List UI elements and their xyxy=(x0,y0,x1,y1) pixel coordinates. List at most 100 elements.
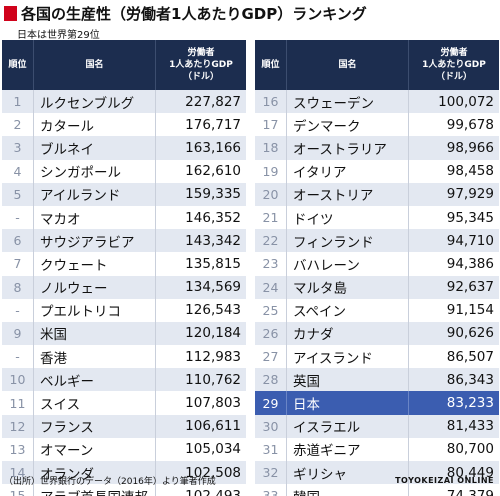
table-row: 9 米国 120,184 xyxy=(2,321,246,346)
country-cell: ドイツ xyxy=(287,205,409,230)
rank-cell: 10 xyxy=(2,368,34,392)
country-cell: ブルネイ xyxy=(34,136,156,160)
rank-cell: 23 xyxy=(255,252,287,276)
header-value-line1: 労働者 xyxy=(440,48,468,58)
gdp-value-cell: 94,386 xyxy=(446,255,494,272)
country-cell: フィンランド xyxy=(287,229,409,253)
gdp-value-cell: 91,154 xyxy=(446,302,494,319)
table-row: 22 フィンランド 94,710 xyxy=(255,229,499,253)
table-row: 27 アイスランド 86,507 xyxy=(255,345,499,369)
table-row: 25 スペイン 91,154 xyxy=(255,298,499,322)
table-row: 24 マルタ島 92,637 xyxy=(255,275,499,299)
header-name: 国名 xyxy=(287,40,409,90)
table-row: 8 ノルウェー 134,569 xyxy=(2,275,246,299)
table-row: - マカオ 146,352 xyxy=(2,205,246,230)
rank-cell: 19 xyxy=(255,159,287,183)
country-cell: 韓国 xyxy=(287,484,409,496)
gdp-value-cell: 97,929 xyxy=(446,186,494,203)
country-cell: 赤道ギニア xyxy=(287,437,409,461)
country-cell: イスラエル xyxy=(287,414,409,438)
country-cell: デンマーク xyxy=(287,113,409,137)
gdp-value-cell: 83,233 xyxy=(446,395,494,412)
country-cell: 英国 xyxy=(287,368,409,392)
table-row: 5 アイルランド 159,335 xyxy=(2,182,246,206)
rank-cell: 29 xyxy=(255,391,287,415)
table-row: 1 ルクセンブルグ 227,827 xyxy=(2,90,246,114)
gdp-value-cell: 106,611 xyxy=(185,418,241,435)
country-cell: フランス xyxy=(34,414,156,438)
table-row: - プエルトリコ 126,543 xyxy=(2,298,246,322)
country-cell: ギリシャ xyxy=(287,461,409,485)
rank-cell: 11 xyxy=(2,391,34,415)
country-cell: オマーン xyxy=(34,437,156,461)
country-cell: ベルギー xyxy=(34,368,156,392)
header-value-line3: （ドル） xyxy=(182,72,219,82)
table-row: 21 ドイツ 95,345 xyxy=(255,205,499,230)
title-row: 各国の生産性（労働者1人あたりGDP）ランキング xyxy=(4,3,367,23)
country-cell: アラブ首長国連邦 xyxy=(34,484,156,496)
country-cell: バハレーン xyxy=(287,252,409,276)
rank-cell: 16 xyxy=(255,90,287,114)
rank-cell: 6 xyxy=(2,229,34,253)
header-value-line2: 1人あたりGDP xyxy=(169,60,233,70)
source-note: （出所）世界銀行のデータ（2016年）より筆者作成 xyxy=(4,477,216,487)
rank-cell: 15 xyxy=(2,484,34,496)
country-cell: サウジアラビア xyxy=(34,229,156,253)
table-row: 3 ブルネイ 163,166 xyxy=(2,136,246,160)
table-row: 14 オランダ 102,508 xyxy=(2,461,246,485)
rank-cell: 5 xyxy=(2,182,34,206)
gdp-value-cell: 159,335 xyxy=(185,186,241,203)
rank-cell: 25 xyxy=(255,298,287,322)
table-row: 33韓国 74,379 xyxy=(255,484,499,496)
table-row: 30 イスラエル 81,433 xyxy=(255,414,499,438)
table-row: 11 スイス 107,803 xyxy=(2,391,246,415)
header-value-line1: 労働者 xyxy=(187,48,215,58)
table-row: 18 オーストラリア 98,966 xyxy=(255,136,499,160)
gdp-value-cell: 126,543 xyxy=(185,302,241,319)
table-row: 19 イタリア 98,458 xyxy=(255,159,499,183)
table-row: 20 オーストリア 97,929 xyxy=(255,182,499,206)
country-cell: アイルランド xyxy=(34,182,156,206)
page-subtitle: 日本は世界第29位 xyxy=(17,30,100,41)
gdp-value-cell: 102,493 xyxy=(185,487,241,496)
gdp-value-cell: 90,626 xyxy=(446,325,494,342)
title-marker xyxy=(4,5,17,21)
table-header: 順位 国名 労働者 1人あたりGDP （ドル） xyxy=(255,40,499,90)
rank-cell: 13 xyxy=(2,437,34,461)
gdp-value-cell: 176,717 xyxy=(185,116,241,133)
country-cell: カタール xyxy=(34,113,156,137)
gdp-value-cell: 80,700 xyxy=(446,441,494,458)
rank-cell: - xyxy=(2,205,34,230)
country-cell: オランダ xyxy=(34,461,156,485)
table-row: 23 バハレーン 94,386 xyxy=(255,252,499,276)
header-rank: 順位 xyxy=(255,40,287,90)
header-value: 労働者 1人あたりGDP （ドル） xyxy=(409,40,499,90)
table-row: 26 カナダ 90,626 xyxy=(255,321,499,346)
table-row: 4 シンガポール 162,610 xyxy=(2,159,246,183)
country-cell: 米国 xyxy=(34,321,156,346)
rank-cell: 7 xyxy=(2,252,34,276)
country-cell: クウェート xyxy=(34,252,156,276)
rank-cell: 20 xyxy=(255,182,287,206)
ranking-table-left: 順位 国名 労働者 1人あたりGDP （ドル） 1 ルクセンブルグ 227,827 2… xyxy=(2,40,246,496)
table-row: 32 ギリシャ 80,449 xyxy=(255,461,499,485)
rank-cell: 30 xyxy=(255,414,287,438)
gdp-value-cell: 99,678 xyxy=(446,116,494,133)
rank-cell: 22 xyxy=(255,229,287,253)
gdp-value-cell: 120,184 xyxy=(185,325,241,342)
rank-cell: 4 xyxy=(2,159,34,183)
rank-cell: 14 xyxy=(2,461,34,485)
country-cell: スウェーデン xyxy=(287,90,409,114)
table-row: 6 サウジアラビア 143,342 xyxy=(2,229,246,253)
country-cell: スイス xyxy=(34,391,156,415)
gdp-value-cell: 100,072 xyxy=(438,93,494,110)
table-row: 12 フランス 106,611 xyxy=(2,414,246,438)
rank-cell: 12 xyxy=(2,414,34,438)
table-row: 2 カタール 176,717 xyxy=(2,113,246,137)
table-row: 7 クウェート 135,815 xyxy=(2,252,246,276)
header-value: 労働者 1人あたりGDP （ドル） xyxy=(156,40,246,90)
gdp-value-cell: 94,710 xyxy=(446,232,494,249)
table-body-right: 16 スウェーデン 100,072 17 デンマーク 99,678 18 オーストラリア 98,… xyxy=(255,90,499,496)
table-row: - 香港 112,983 xyxy=(2,345,246,369)
gdp-value-cell: 162,610 xyxy=(185,163,241,180)
